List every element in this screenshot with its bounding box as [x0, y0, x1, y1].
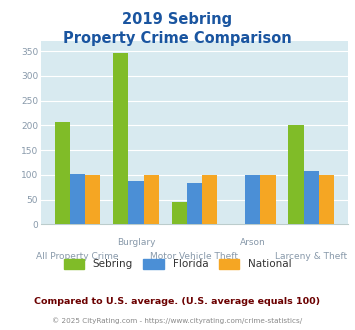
Bar — [113, 52, 129, 224]
Bar — [187, 183, 202, 224]
Text: Motor Vehicle Theft: Motor Vehicle Theft — [151, 252, 238, 261]
Bar — [55, 122, 70, 224]
Text: All Property Crime: All Property Crime — [36, 252, 119, 261]
Text: Larceny & Theft: Larceny & Theft — [275, 252, 347, 261]
Bar — [319, 175, 334, 224]
Bar — [129, 181, 143, 224]
Text: Burglary: Burglary — [117, 238, 155, 247]
Text: Compared to U.S. average. (U.S. average equals 100): Compared to U.S. average. (U.S. average … — [34, 297, 321, 306]
Text: Arson: Arson — [240, 238, 266, 247]
Bar — [288, 125, 304, 224]
Bar — [171, 202, 187, 224]
Bar — [304, 172, 319, 224]
Bar — [202, 175, 217, 224]
Bar — [260, 175, 275, 224]
Bar — [70, 174, 85, 224]
Legend: Sebring, Florida, National: Sebring, Florida, National — [59, 255, 296, 274]
Bar — [245, 175, 260, 224]
Text: 2019 Sebring: 2019 Sebring — [122, 12, 233, 26]
Text: Property Crime Comparison: Property Crime Comparison — [63, 31, 292, 46]
Text: © 2025 CityRating.com - https://www.cityrating.com/crime-statistics/: © 2025 CityRating.com - https://www.city… — [53, 317, 302, 324]
Bar — [143, 175, 159, 224]
Bar — [85, 175, 100, 224]
